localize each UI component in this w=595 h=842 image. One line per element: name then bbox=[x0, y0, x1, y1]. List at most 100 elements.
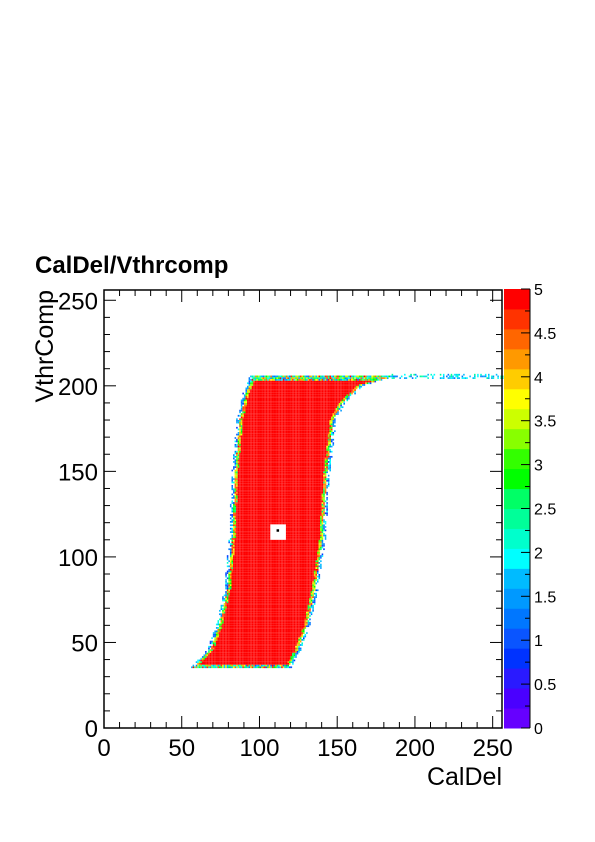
heatmap-cell bbox=[211, 649, 213, 652]
heatmap-cell bbox=[257, 652, 260, 655]
heatmap-cell bbox=[303, 630, 305, 633]
heatmap-cell bbox=[304, 615, 307, 617]
heatmap-cell bbox=[292, 644, 294, 646]
heatmap-cell bbox=[257, 597, 260, 600]
heatmap-cell bbox=[270, 574, 272, 576]
heatmap-cell bbox=[261, 664, 263, 667]
heatmap-cell bbox=[220, 633, 223, 636]
heatmap-cell bbox=[228, 639, 230, 641]
heatmap-cell bbox=[257, 551, 260, 554]
heatmap-cell bbox=[287, 630, 289, 633]
heatmap-cell bbox=[273, 562, 276, 564]
heatmap-cell bbox=[261, 599, 263, 602]
heatmap-cell bbox=[247, 579, 249, 581]
heatmap-cell bbox=[239, 615, 241, 617]
heatmap-cell bbox=[301, 592, 303, 595]
heatmap-cell bbox=[262, 527, 265, 530]
heatmap-cell bbox=[222, 645, 224, 648]
heatmap-cell bbox=[279, 599, 282, 602]
heatmap-cell bbox=[285, 652, 288, 655]
heatmap-cell bbox=[239, 596, 241, 598]
heatmap-cell bbox=[295, 539, 297, 542]
heatmap-cell bbox=[253, 582, 255, 585]
heatmap-cell bbox=[299, 609, 302, 612]
heatmap-cell bbox=[200, 657, 202, 660]
heatmap-cell bbox=[254, 627, 257, 629]
heatmap-cell bbox=[256, 596, 258, 598]
heatmap-cell bbox=[304, 625, 307, 628]
heatmap-cell bbox=[239, 544, 241, 547]
heatmap-cell bbox=[267, 662, 269, 665]
heatmap-cell bbox=[250, 645, 252, 648]
heatmap-cell bbox=[240, 548, 243, 551]
heatmap-cell bbox=[245, 606, 248, 609]
heatmap-cell bbox=[242, 609, 244, 612]
heatmap-cell bbox=[290, 553, 293, 556]
heatmap-cell bbox=[287, 527, 289, 530]
heatmap-cell bbox=[304, 599, 307, 602]
heatmap-cell bbox=[282, 628, 285, 631]
heatmap-cell bbox=[279, 613, 282, 616]
heatmap-cell bbox=[304, 616, 307, 619]
heatmap-cell bbox=[298, 642, 300, 645]
heatmap-cell bbox=[256, 621, 258, 624]
heatmap-cell bbox=[239, 608, 241, 610]
heatmap-cell bbox=[307, 623, 310, 626]
heatmap-cell bbox=[267, 565, 269, 568]
heatmap-cell bbox=[264, 562, 266, 564]
heatmap-cell bbox=[315, 572, 317, 575]
heatmap-cell bbox=[253, 645, 255, 648]
heatmap-cell bbox=[270, 555, 272, 557]
heatmap-cell bbox=[243, 556, 246, 559]
heatmap-cell bbox=[231, 637, 234, 640]
heatmap-cell bbox=[271, 618, 274, 621]
heatmap-cell bbox=[243, 611, 246, 614]
heatmap-cell bbox=[261, 654, 263, 657]
heatmap-cell bbox=[256, 570, 258, 573]
heatmap-cell bbox=[240, 550, 243, 552]
heatmap-cell bbox=[222, 642, 224, 645]
heatmap-cell bbox=[234, 651, 237, 653]
heatmap-cell bbox=[296, 601, 299, 604]
heatmap-cell bbox=[245, 601, 248, 604]
heatmap-cell bbox=[292, 532, 294, 535]
heatmap-cell bbox=[205, 662, 207, 665]
heatmap-cell bbox=[265, 536, 268, 539]
heatmap-cell bbox=[242, 562, 244, 564]
heatmap-cell bbox=[313, 582, 316, 585]
heatmap-cell bbox=[296, 621, 299, 624]
heatmap-cell bbox=[284, 623, 286, 626]
heatmap-cell bbox=[236, 567, 238, 569]
heatmap-cell bbox=[265, 637, 268, 640]
heatmap-cell bbox=[236, 628, 238, 631]
heatmap-cell bbox=[254, 562, 257, 564]
heatmap-cell bbox=[324, 538, 327, 540]
heatmap-cell bbox=[278, 666, 280, 669]
heatmap-cell bbox=[261, 659, 263, 662]
heatmap-cell bbox=[262, 640, 265, 643]
heatmap-cell bbox=[309, 579, 311, 581]
heatmap-cell bbox=[257, 615, 260, 617]
heatmap-cell bbox=[289, 597, 291, 600]
heatmap-cell bbox=[262, 538, 265, 540]
heatmap-cell bbox=[284, 606, 286, 609]
heatmap-cell bbox=[267, 604, 269, 607]
heatmap-cell bbox=[251, 635, 254, 638]
heatmap-cell bbox=[264, 601, 266, 604]
heatmap-cell bbox=[271, 577, 274, 580]
heatmap-cell bbox=[312, 524, 314, 527]
heatmap-cell bbox=[284, 627, 286, 629]
heatmap-cell bbox=[257, 579, 260, 581]
heatmap-cell bbox=[234, 604, 237, 607]
heatmap-cell bbox=[304, 623, 307, 626]
heatmap-cell bbox=[243, 606, 246, 609]
heatmap-cell bbox=[267, 594, 269, 597]
heatmap-cell bbox=[220, 608, 223, 610]
heatmap-cell bbox=[229, 524, 232, 527]
heatmap-cell bbox=[290, 527, 293, 530]
heatmap-cell bbox=[245, 532, 248, 535]
heatmap-cell bbox=[254, 625, 257, 628]
heatmap-cell bbox=[257, 635, 260, 638]
heatmap-cell bbox=[306, 582, 308, 585]
heatmap-cell bbox=[254, 591, 257, 593]
